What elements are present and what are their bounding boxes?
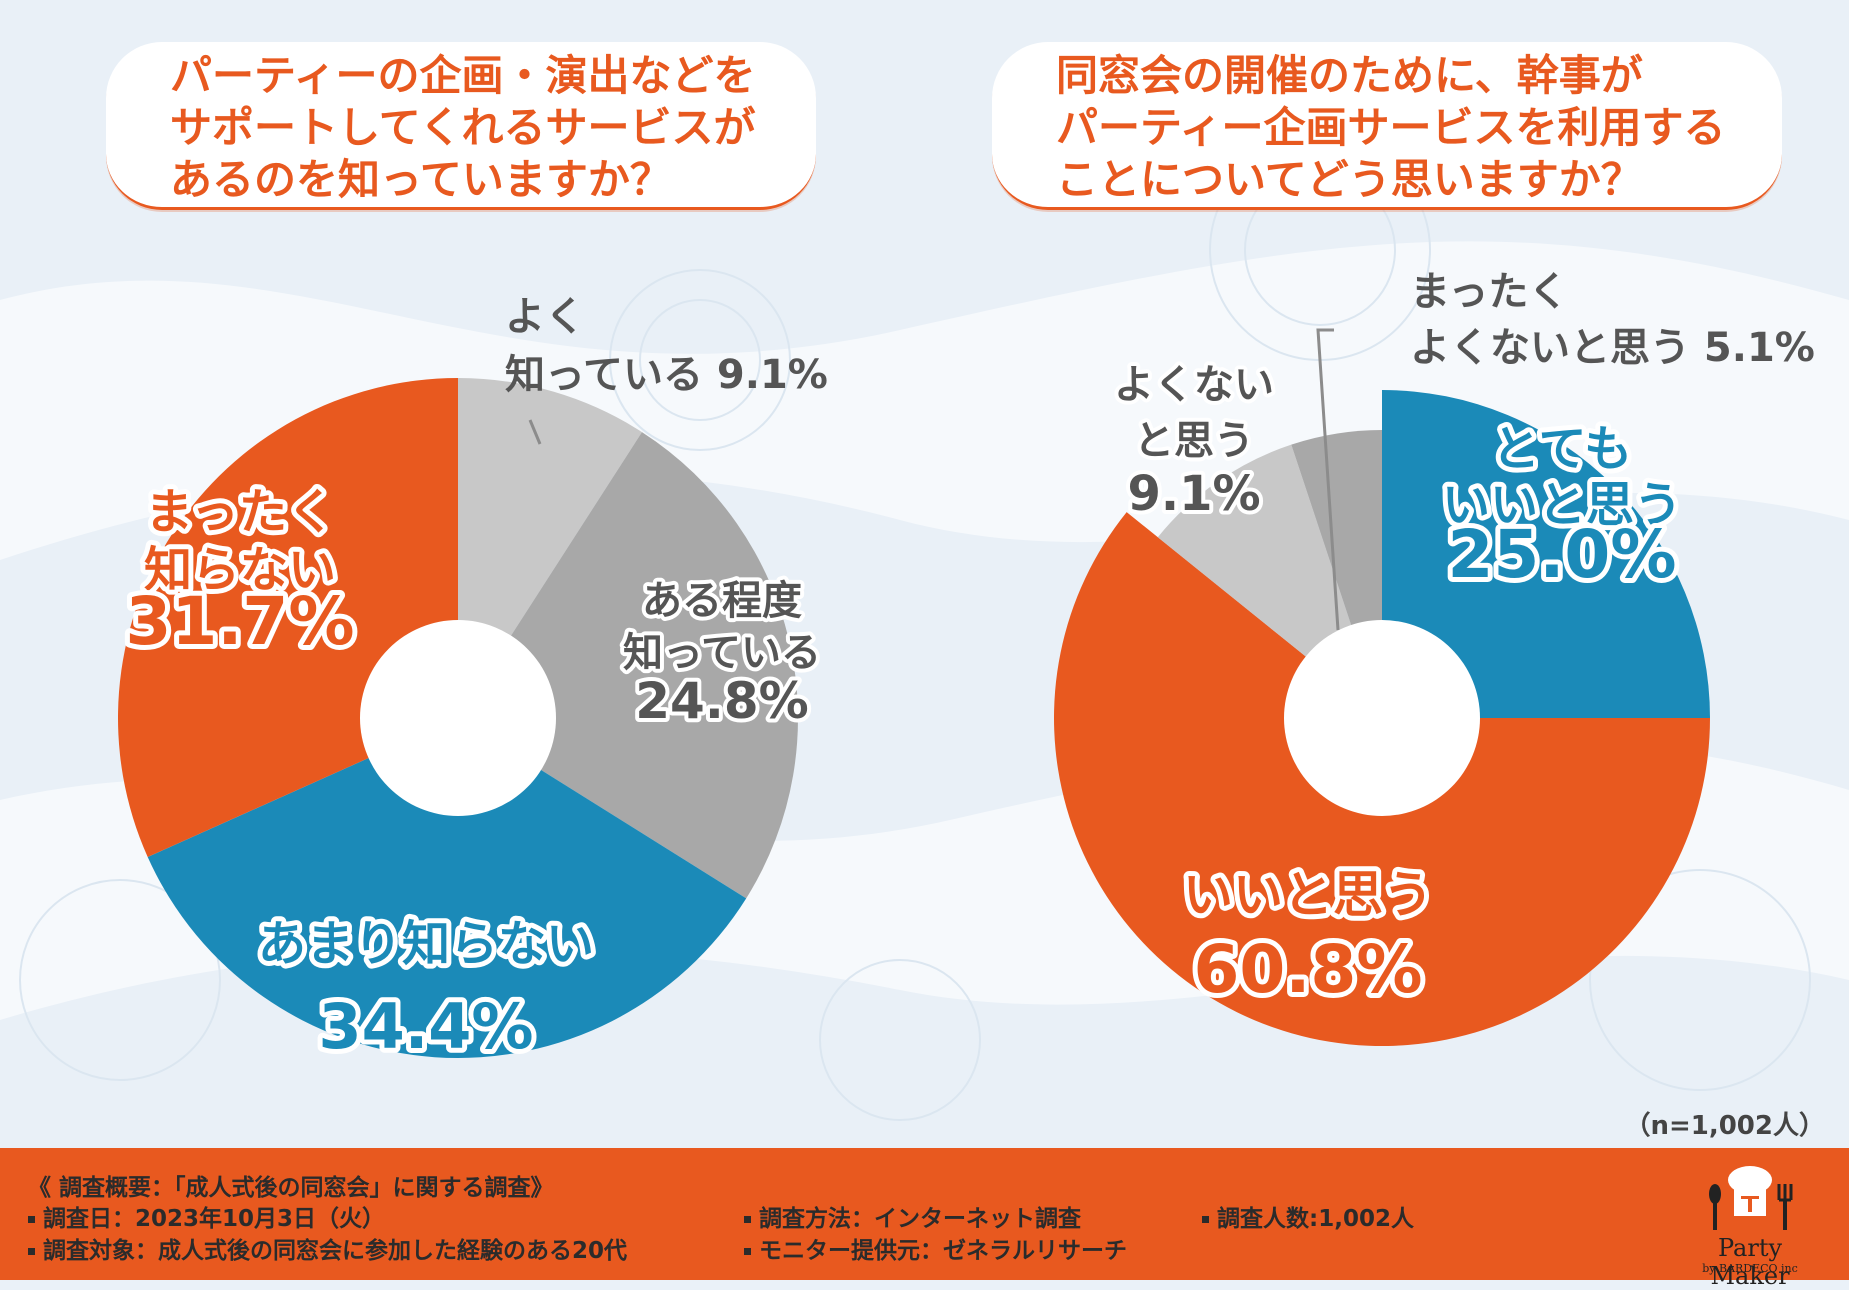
value-label-chart1-3: 34.4% [318,990,533,1063]
footer-count-text: 調査人数:1,002人 [1217,1206,1414,1232]
footer-method: 調査方法：インターネット調査 [744,1199,1081,1233]
bullet-icon [28,1216,35,1223]
logo-sub: by BARDECO inc [1702,1262,1798,1275]
category-label-chart1-1: 知っている 9.1% [505,352,828,398]
question-right-line-1: 同窓会の開催のために、幹事が [1056,51,1643,100]
category-label-chart2-1: いいと思う [1442,477,1682,533]
donut-hole-chart1 [360,620,556,816]
chef-hat-cutlery-icon [1709,1166,1793,1230]
bullet-icon [744,1248,751,1255]
footer-method-text: 調査方法：インターネット調査 [759,1206,1081,1232]
slice-chart2-1 [1382,390,1710,718]
donut-chart-right: とてもいいと思う25.0%いいと思う60.8%よくないと思う9.1%まったくよく… [1054,269,1815,1046]
footer-monitor: モニター提供元：ゼネラルリサーチ [744,1231,1127,1265]
footer-target: 調査対象：成人式後の同窓会に参加した経験のある20代 [28,1231,627,1265]
value-label-chart2-1: 25.0% [1448,516,1677,593]
value-label-chart1-2: 24.8% [635,672,808,730]
question-left-line-1: パーティーの企画・演出などを [170,51,756,100]
donut-hole-chart2 [1284,620,1480,816]
value-label-chart2-2: 60.8% [1194,931,1423,1008]
question-left-box: パーティーの企画・演出などを サポートしてくれるサービスが あるのを知っています… [106,42,816,210]
value-label-chart1-4: 31.7% [126,583,355,660]
category-label-chart2-2: いいと思う [1183,866,1433,924]
footer-title: 《 調査概要：「成人式後の同窓会」に関する調査》 [28,1175,554,1201]
question-right-line-2: パーティー企画サービスを利用する [1056,103,1726,152]
question-right-line-3: ことについてどう思いますか？ [1056,155,1643,204]
category-label-chart2-3: と思う [1134,418,1254,464]
bullet-icon [744,1216,751,1223]
value-label-chart2-3: 9.1% [1127,466,1260,522]
bullet-icon [28,1248,35,1255]
category-label-chart2-1: とても [1492,421,1632,477]
category-label-chart2-3: よくない [1114,362,1274,408]
category-label-chart1-4: まったく [145,484,335,540]
survey-summary-footer: 《 調査概要：「成人式後の同窓会」に関する調査》 調査日：2023年10月3日（… [0,1148,1849,1280]
party-maker-logo: Party Maker by BARDECO inc [1675,1160,1825,1290]
category-label-chart2-4: よくないと思う 5.1% [1410,325,1815,371]
sample-size-note: （n=1,002人） [1624,1111,1825,1141]
category-label-chart1-3: あまり知らない [258,916,594,972]
slice-chart1-3 [147,718,747,1058]
category-label-chart1-2: 知っている [623,630,821,676]
leader-line-chart1-1 [528,419,542,445]
footer-date-text: 調査日：2023年10月3日（火） [43,1206,386,1232]
question-left-line-3: あるのを知っていますか？ [170,155,672,204]
question-left-line-2: サポートしてくれるサービスが [170,103,756,152]
category-label-chart1-2: ある程度 [642,578,802,624]
category-label-chart1-1: よく [505,294,585,340]
category-label-chart1-4: 知らない [144,542,336,598]
leader-line-chart2-1 [1316,328,1340,631]
footer-date: 調査日：2023年10月3日（火） [28,1199,385,1233]
footer-monitor-text: モニター提供元：ゼネラルリサーチ [759,1238,1127,1264]
question-right-box: 同窓会の開催のために、幹事が パーティー企画サービスを利用する ことについてどう… [992,42,1782,210]
footer-target-text: 調査対象：成人式後の同窓会に参加した経験のある20代 [43,1238,628,1264]
bullet-icon [1202,1216,1209,1223]
footer-count: 調査人数:1,002人 [1202,1199,1414,1233]
category-label-chart2-4: まったく [1410,269,1568,315]
slice-chart1-2 [458,432,798,899]
